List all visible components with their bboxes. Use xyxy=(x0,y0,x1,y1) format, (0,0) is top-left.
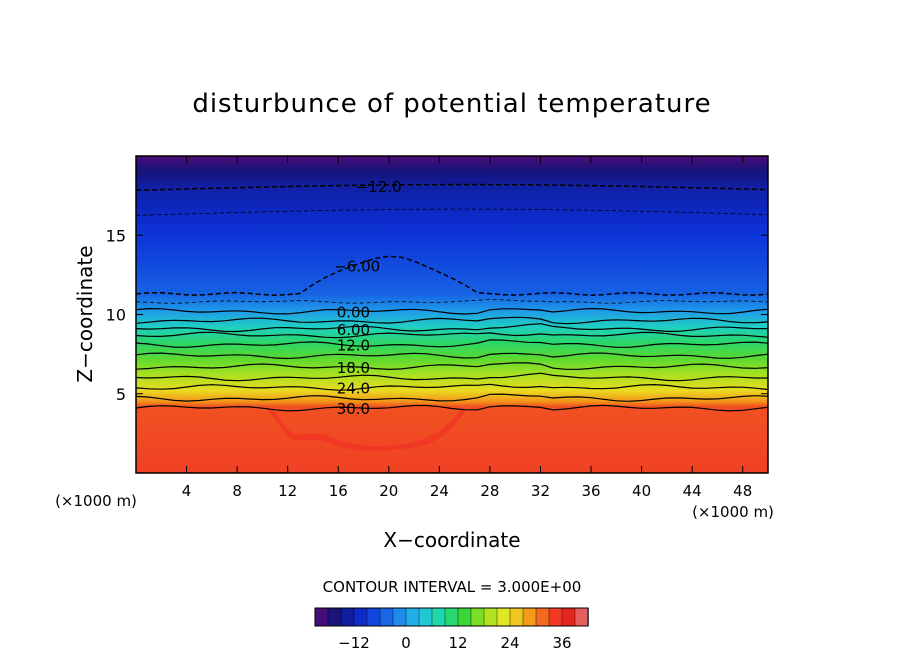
contour-line xyxy=(136,383,768,391)
colorbar-cell xyxy=(379,607,394,627)
contour-line xyxy=(136,352,768,360)
x-tick-label: 16 xyxy=(329,482,348,500)
x-tick-label: 24 xyxy=(430,482,449,500)
colorbar-cell xyxy=(574,607,589,627)
colorbar-tick-label: 0 xyxy=(401,634,411,652)
colorbar-cell xyxy=(444,607,459,627)
contour-line-dashed xyxy=(136,208,768,216)
contour-line xyxy=(136,339,768,348)
contour-line xyxy=(136,316,768,325)
contour-line xyxy=(136,393,768,402)
contour-line xyxy=(136,362,768,371)
colorbar-cell xyxy=(457,607,472,627)
x-axis: 4 8 12 16 20 24 28 32 36 40 44 48 xyxy=(182,156,752,500)
contour-label: 6.00 xyxy=(337,321,370,339)
contour-label: −12.0 xyxy=(356,178,402,196)
colorbar-cell xyxy=(431,607,446,627)
colorbar-cell xyxy=(340,607,355,627)
colorbar-cells xyxy=(314,607,589,627)
contour-lines xyxy=(136,183,768,412)
contour-label: 12.0 xyxy=(337,337,370,355)
colorbar-cell xyxy=(470,607,485,627)
x-axis-unit-right: (×1000 m) xyxy=(692,503,774,521)
colorbar-cell xyxy=(392,607,407,627)
contour-line xyxy=(136,404,768,412)
contour-label: 30.0 xyxy=(337,400,370,418)
colorbar-cell xyxy=(548,607,563,627)
contour-line xyxy=(136,323,768,333)
colorbar-cell xyxy=(366,607,381,627)
y-tick-label: 10 xyxy=(106,306,126,325)
colorbar-cell xyxy=(353,607,368,627)
colorbar-cell xyxy=(535,607,550,627)
x-axis-unit-left: (×1000 m) xyxy=(55,492,137,510)
x-tick-label: 36 xyxy=(581,482,600,500)
colorbar-cell xyxy=(418,607,433,627)
contour-label: 18.0 xyxy=(337,359,370,377)
x-tick-label: 48 xyxy=(733,482,752,500)
colorbar-cell xyxy=(327,607,342,627)
contour-label: 24.0 xyxy=(337,379,370,397)
colorbar-tick-label: 24 xyxy=(500,634,519,652)
contour-interval-label: CONTOUR INTERVAL = 3.000E+00 xyxy=(323,578,582,596)
colorbar-cell xyxy=(496,607,511,627)
colorbar-tick-label: 36 xyxy=(552,634,571,652)
colorbar-cell xyxy=(522,607,537,627)
contour-line-dashed xyxy=(136,298,768,304)
contour-label: 0.00 xyxy=(337,303,370,321)
colorbar-tick-label: −12 xyxy=(338,634,370,652)
colorbar-ticks: −12 0 12 24 36 xyxy=(338,634,571,652)
contour-label: −6.00 xyxy=(334,257,380,275)
colorbar-cell xyxy=(483,607,498,627)
y-tick-label: 15 xyxy=(106,226,126,245)
y-tick-label: 5 xyxy=(116,385,126,404)
x-tick-label: 28 xyxy=(480,482,499,500)
x-tick-label: 44 xyxy=(683,482,702,500)
x-tick-label: 4 xyxy=(182,482,192,500)
y-axis-label: Z−coordinate xyxy=(73,245,97,382)
colorbar-cell xyxy=(314,607,329,627)
contour-line xyxy=(136,331,768,339)
x-tick-label: 32 xyxy=(531,482,550,500)
contour-line-dashed xyxy=(136,255,768,296)
x-tick-label: 40 xyxy=(632,482,651,500)
y-axis: 5 10 15 xyxy=(106,226,768,404)
colorbar-cell xyxy=(561,607,576,627)
contour-line xyxy=(136,307,768,315)
x-tick-label: 20 xyxy=(379,482,398,500)
contour-line xyxy=(136,372,768,382)
colorbar-frame xyxy=(314,607,589,627)
colorbar-cell xyxy=(509,607,524,627)
chart-title: disturbunce of potential temperature xyxy=(192,89,711,119)
contour-line-dashed xyxy=(136,183,768,192)
colorbar-cell xyxy=(405,607,420,627)
x-tick-label: 12 xyxy=(278,482,297,500)
x-axis-label: X−coordinate xyxy=(383,528,520,552)
x-tick-label: 8 xyxy=(232,482,242,500)
colorbar-tick-label: 12 xyxy=(448,634,467,652)
